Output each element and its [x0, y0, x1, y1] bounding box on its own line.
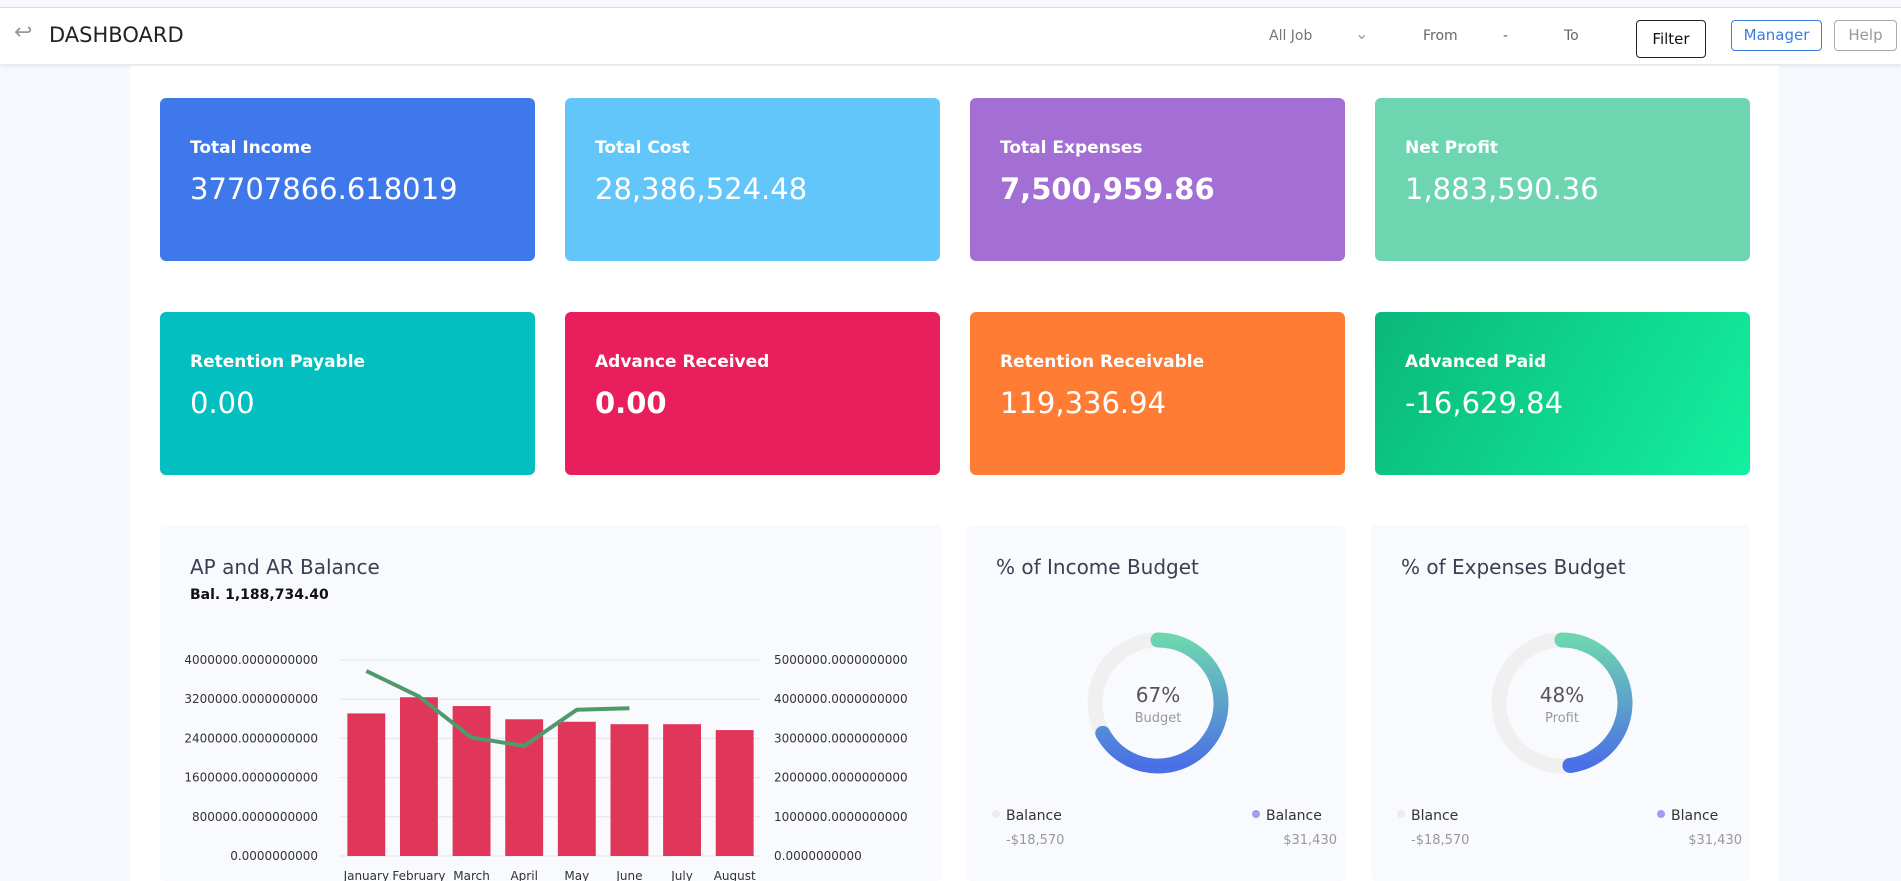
legend-value: -$18,570: [1006, 833, 1064, 848]
filter-button[interactable]: Filter: [1636, 20, 1706, 58]
legend-dot: [1252, 810, 1260, 818]
card-label: Total Expenses: [1000, 138, 1143, 158]
stat-card: Advance Received 0.00: [565, 312, 940, 475]
x-tick-label: February: [392, 869, 445, 881]
stat-card: Total Expenses 7,500,959.86: [970, 98, 1345, 261]
x-tick-label: March: [453, 869, 490, 881]
card-label: Advance Received: [595, 352, 770, 372]
donut-arc: [1554, 632, 1633, 774]
to-field[interactable]: To: [1564, 28, 1579, 44]
y2-tick-label: 5000000.0000000000: [774, 653, 908, 667]
dash: -: [1503, 28, 1509, 44]
stat-card: Total Income 37707866.618019: [160, 98, 535, 261]
legend-name: Blance: [1671, 808, 1718, 824]
panel-title: AP and AR Balance: [190, 555, 380, 579]
panel-title: % of Income Budget: [996, 555, 1199, 579]
donut-arc: [1095, 632, 1229, 774]
bar: [505, 719, 544, 856]
stat-card: Retention Payable 0.00: [160, 312, 535, 475]
job-select[interactable]: All Job: [1269, 28, 1313, 44]
card-label: Retention Payable: [190, 352, 366, 372]
y-tick-label: 4000000.0000000000: [184, 653, 318, 667]
y2-tick-label: 2000000.0000000000: [774, 771, 908, 785]
card-value: 37707866.618019: [190, 172, 458, 206]
x-tick-label: May: [564, 869, 589, 881]
bar: [610, 724, 649, 856]
page-title: DASHBOARD: [49, 23, 184, 47]
stat-card: Total Cost 28,386,524.48: [565, 98, 940, 261]
x-tick-label: August: [714, 869, 756, 881]
card-value: 0.00: [595, 386, 667, 420]
stat-card: Net Profit 1,883,590.36: [1375, 98, 1750, 261]
card-label: Retention Receivable: [1000, 352, 1205, 372]
line: [365, 669, 630, 748]
y2-tick-label: 3000000.0000000000: [774, 731, 908, 745]
manager-button[interactable]: Manager: [1731, 20, 1822, 51]
expenses-panel: % of Expenses Budget: [1371, 525, 1750, 881]
card-label: Total Income: [190, 138, 312, 158]
help-button[interactable]: Help: [1834, 20, 1897, 51]
donut-value: 67%: [1136, 683, 1180, 707]
bar: [399, 697, 438, 856]
legend-name: Balance: [1266, 808, 1322, 824]
legend-name: Balance: [1006, 808, 1062, 824]
y2-tick-label: 4000000.0000000000: [774, 692, 908, 706]
from-field[interactable]: From: [1423, 28, 1458, 44]
card-value: 119,336.94: [1000, 386, 1167, 420]
y-tick-label: 2400000.0000000000: [184, 731, 318, 745]
card-value: 28,386,524.48: [595, 172, 808, 206]
back-icon[interactable]: ↩: [14, 20, 33, 45]
x-tick-label: January: [343, 869, 390, 881]
y-tick-label: 0.0000000000: [230, 849, 318, 863]
stat-card: Advanced Paid -16,629.84: [1375, 312, 1750, 475]
card-label: Total Cost: [595, 138, 690, 158]
card-value: 0.00: [190, 386, 255, 420]
income-panel: % of Income Budget: [966, 525, 1346, 881]
bar: [663, 724, 702, 856]
card-label: Advanced Paid: [1405, 352, 1547, 372]
y2-tick-label: 0.0000000000: [774, 849, 862, 863]
x-tick-label: June: [615, 869, 642, 881]
bar: [715, 730, 754, 856]
card-label: Net Profit: [1405, 138, 1499, 158]
y-tick-label: 3200000.0000000000: [184, 692, 318, 706]
chevron-icon[interactable]: ⌄: [1355, 24, 1369, 43]
stat-card: Retention Receivable 119,336.94: [970, 312, 1345, 475]
legend-dot: [1657, 810, 1665, 818]
header: ↩ DASHBOARD All Job ⌄ From - To Filter M…: [0, 7, 1901, 64]
legend-value: $31,430: [1688, 833, 1742, 848]
card-value: 7,500,959.86: [1000, 172, 1215, 206]
donut-caption: Budget: [1135, 711, 1182, 726]
legend-dot: [992, 810, 1000, 818]
y2-tick-label: 1000000.0000000000: [774, 810, 908, 824]
balance: Bal. 1,188,734.40: [190, 587, 329, 603]
y-tick-label: 800000.0000000000: [192, 810, 318, 824]
legend-name: Blance: [1411, 808, 1458, 824]
card-value: -16,629.84: [1405, 386, 1564, 420]
bar: [347, 713, 386, 856]
panel-title: % of Expenses Budget: [1401, 555, 1626, 579]
bar: [557, 721, 596, 856]
ap-ar-panel: AP and AR Balance Bal. 1,188,734.40: [160, 525, 942, 881]
donut-caption: Profit: [1545, 711, 1579, 726]
card-value: 1,883,590.36: [1405, 172, 1599, 206]
x-tick-label: July: [670, 869, 693, 881]
donut-value: 48%: [1540, 683, 1584, 707]
legend-value: -$18,570: [1411, 833, 1469, 848]
legend-dot: [1397, 810, 1405, 818]
legend-value: $31,430: [1283, 833, 1337, 848]
x-tick-label: April: [510, 869, 537, 881]
bar: [452, 706, 491, 856]
y-tick-label: 1600000.0000000000: [184, 771, 318, 785]
